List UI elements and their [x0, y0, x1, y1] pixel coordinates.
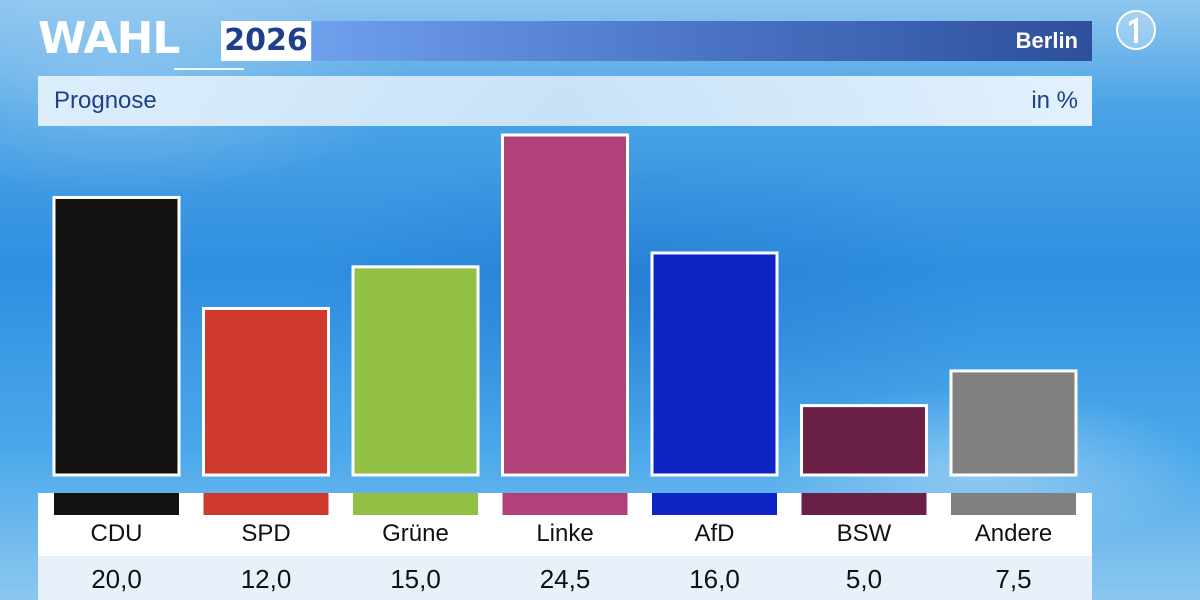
value-label-andere: 7,5: [995, 564, 1032, 594]
logo-underline: [174, 68, 244, 70]
legend-swatch-afd: [652, 493, 777, 515]
region-label: Berlin: [1015, 28, 1078, 53]
legend-swatch-bsw: [801, 493, 927, 515]
subheader: Prognose in %: [38, 76, 1092, 126]
forecast-label: Prognose: [54, 87, 157, 114]
value-label-afd: 16,0: [689, 564, 740, 594]
value-label-bsw: 5,0: [845, 564, 883, 594]
legend-swatch-gr-ne: [353, 493, 478, 515]
value-label-cdu: 20,0: [91, 564, 142, 594]
value-label-linke: 24,5: [539, 564, 591, 594]
value-label-spd: 12,0: [240, 564, 292, 594]
legend-swatch-linke: [502, 493, 628, 515]
election-year: 2026: [221, 21, 311, 61]
category-label-linke: Linke: [536, 520, 594, 547]
bar-bsw: [800, 404, 928, 477]
values-row: [38, 556, 1092, 600]
header: WAHL 2026 Berlin: [38, 13, 1092, 70]
category-label-andere: Andere: [974, 520, 1053, 547]
legend-swatch-spd: [203, 493, 329, 515]
value-label-gr-ne: 15,0: [390, 564, 441, 594]
bar-gr-ne: [351, 265, 480, 477]
ard-logo-one: [1129, 17, 1138, 43]
ard-logo-icon: [1112, 8, 1162, 52]
category-label-bsw: BSW: [836, 520, 892, 547]
legend-swatch-cdu: [54, 493, 179, 515]
bar-spd: [202, 306, 330, 477]
category-label-gr-ne: Grüne: [382, 520, 449, 547]
category-label-cdu: CDU: [90, 520, 143, 547]
bar-cdu: [52, 195, 181, 477]
ard-logo-svg: [1116, 10, 1156, 50]
wahl-logo: WAHL: [38, 13, 180, 64]
title-bar: Berlin: [312, 21, 1092, 61]
legend-swatch-andere: [951, 493, 1076, 515]
category-label-afd: AfD: [694, 520, 735, 547]
bar-afd: [650, 251, 779, 477]
unit-label: in %: [1031, 87, 1078, 114]
bar-andere: [949, 369, 1078, 477]
bar-linke: [501, 133, 629, 477]
category-label-spd: SPD: [241, 520, 291, 547]
